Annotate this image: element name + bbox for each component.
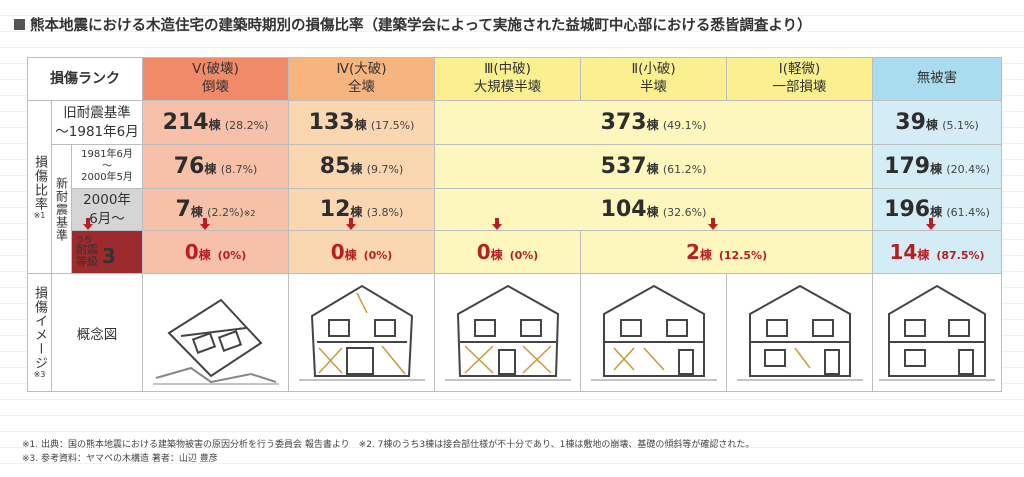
cell-1981-collapse: 76棟 (8.7%) (142, 144, 290, 189)
cell-1981-severe: 85棟 (9.7%) (288, 144, 436, 189)
footnote-1: ※1. 出典：国の熊本地震における建築物被害の原因分析を行う委員会 報告書より … (22, 440, 755, 450)
cell-1981-moderate-slight: 537棟 (61.2%) (434, 144, 874, 189)
col-collapse: Ⅴ(破壊) 倒壊 (142, 57, 290, 101)
col-minor: Ⅱ(小破) 半壊 (580, 57, 728, 101)
table-row: 新耐震基準 1981年6月～ 2000年5月 76棟 (8.7%) 85棟 (9.… (28, 144, 1003, 274)
col-moderate: Ⅲ(中破) 大規模半壊 (434, 57, 582, 101)
arrow-down-icon (346, 218, 356, 230)
damage-table: 損傷ランク Ⅴ(破壊) 倒壊 Ⅳ(大破) 全壊 Ⅲ(中破) 大規模半壊 Ⅱ(小破) 半壊… (26, 57, 1003, 392)
cell-old-collapse: 214棟 (28.2%) (142, 100, 290, 145)
table-row: 2000年 6月～ 7棟 (2.2%)※2 12棟 (3.8%) 104棟 (32… (28, 188, 1003, 231)
ratio-label: 損傷比率 ※1 (27, 100, 52, 274)
arrow-down-icon (926, 218, 936, 230)
house-undamaged-image (872, 273, 1003, 392)
house-minor-image (580, 273, 728, 392)
image-row: 損傷イメージ ※3 概念図 (27, 273, 1003, 392)
image-label: 損傷イメージ ※3 (27, 273, 52, 392)
col-none: 無被害 (872, 57, 1003, 101)
cell-grade3-minor-slight: 2棟 (12.5%) (580, 230, 874, 274)
table-row: うち 耐震 等級 3 0棟 (0%) 0棟 (0%) 0棟 (0%) 2棟 (12.5… (28, 230, 1003, 274)
cell-grade3-none: 14棟 (87.5%) (872, 230, 1003, 274)
new-std-label: 新耐震基準 (51, 144, 72, 274)
cell-old-moderate-slight: 373棟 (49.1%) (434, 100, 874, 145)
cell-grade3-severe: 0棟 (0%) (288, 230, 436, 274)
cell-old-severe: 133棟 (17.5%) (288, 100, 436, 145)
row-label-2000: 2000年 6月～ (70, 188, 144, 231)
footnote-2: ※3. 参考資料：ヤマベの木構造 著者：山辺 豊彦 (22, 454, 218, 464)
house-collapsed-image (142, 273, 290, 392)
arrow-down-icon (708, 218, 718, 230)
square-bullet-icon (14, 19, 25, 30)
col-severe: Ⅳ(大破) 全壊 (288, 57, 436, 101)
row-label-old: 旧耐震基準 ～1981年6月 (50, 100, 144, 145)
col-slight: Ⅰ(軽微) 一部損壊 (726, 57, 874, 101)
house-slight-image (726, 273, 874, 392)
rank-label: 損傷ランク (26, 57, 144, 101)
house-moderate-image (434, 273, 582, 392)
cell-2000-collapse: 7棟 (2.2%)※2 (142, 188, 290, 231)
arrow-down-icon (200, 218, 210, 230)
header-row: 損傷ランク Ⅴ(破壊) 倒壊 Ⅳ(大破) 全壊 Ⅲ(中破) 大規模半壊 Ⅱ(小破) 半壊… (26, 57, 1003, 101)
arrow-down-icon (492, 218, 502, 230)
arrow-down-icon (83, 218, 93, 230)
cell-grade3-moderate: 0棟 (0%) (434, 230, 582, 274)
cell-2000-moderate-slight: 104棟 (32.6%) (434, 188, 874, 231)
concept-label: 概念図 (50, 273, 144, 392)
cell-old-none: 39棟 (5.1%) (872, 100, 1003, 145)
row-label-grade3: うち 耐震 等級 3 (70, 230, 144, 274)
house-destroyed-image (288, 273, 436, 392)
page-title: 熊本地震における木造住宅の建築時期別の損傷比率（建築学会によって実施された益城町… (14, 14, 812, 35)
table-row: 損傷比率 ※1 旧耐震基準 ～1981年6月 214棟 (28.2%) 133棟 (… (27, 100, 1003, 274)
row-label-1981: 1981年6月～ 2000年5月 (70, 144, 144, 189)
cell-1981-none: 179棟 (20.4%) (872, 144, 1003, 189)
cell-2000-none: 196棟 (61.4%) (872, 188, 1003, 231)
cell-grade3-collapse: 0棟 (0%) (142, 230, 290, 274)
cell-2000-severe: 12棟 (3.8%) (288, 188, 436, 231)
